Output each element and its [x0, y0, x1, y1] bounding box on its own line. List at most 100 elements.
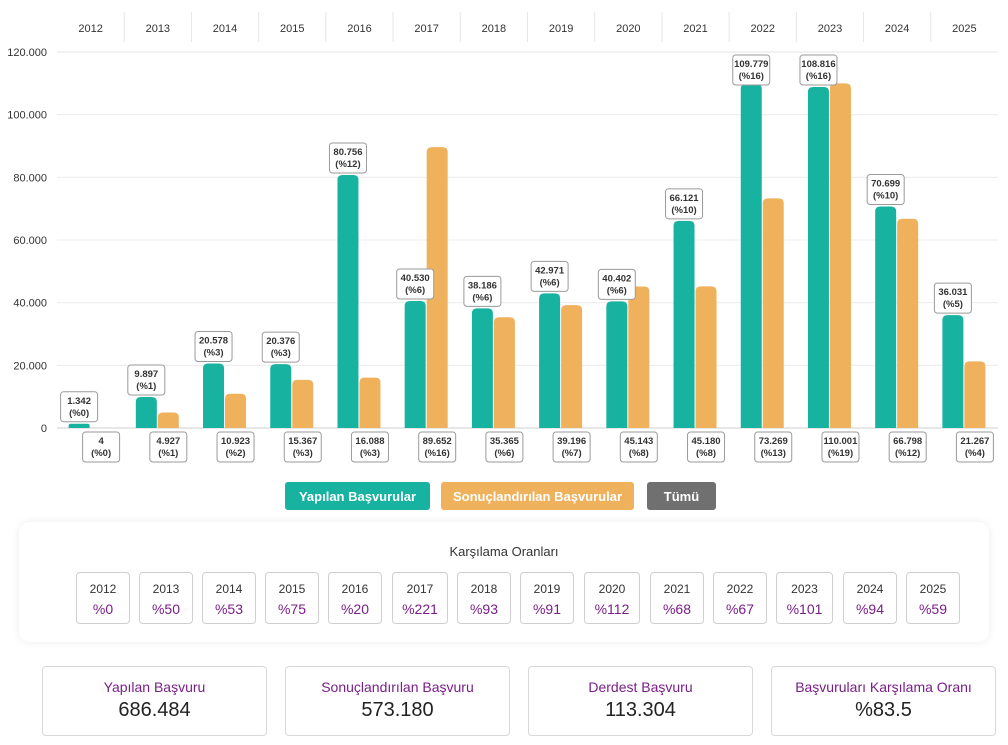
rate-card-2019: 2019 %91	[520, 572, 574, 624]
rate-card-2012: 2012 %0	[76, 572, 130, 624]
legend-sonuclandirilan-button[interactable]: Sonuçlandırılan Başvurular	[441, 482, 634, 510]
data-label-box	[485, 431, 524, 463]
data-label-value: 73.269	[759, 436, 788, 447]
data-label-value: 70.699	[871, 178, 900, 189]
bar-sonuclandirilan	[225, 393, 247, 428]
data-label-value: 16.088	[355, 436, 384, 447]
bar-sonuclandirilan	[762, 198, 784, 428]
data-label-value: 45.143	[624, 436, 653, 447]
data-label-percent: (%6)	[540, 277, 560, 288]
rate-value: %68	[662, 601, 692, 617]
bar-sonuclandirilan	[292, 379, 314, 428]
y-tick-label: 40.000	[13, 298, 47, 310]
data-label-value: 80.756	[333, 147, 362, 158]
bar-yapilan	[807, 87, 829, 428]
data-label-value: 108.816	[801, 59, 835, 70]
stat-label: Sonuçlandırılan Başvuru	[321, 679, 474, 695]
rate-year: 2019	[533, 582, 561, 596]
rate-year: 2025	[919, 582, 947, 596]
x-tick-label: 2019	[549, 23, 573, 35]
legend-yapilan-button[interactable]: Yapılan Başvurular	[285, 482, 430, 510]
bar-sonuclandirilan	[493, 317, 515, 428]
rate-value: %50	[151, 601, 181, 617]
bar-sonuclandirilan	[829, 83, 851, 428]
rate-value: %91	[532, 601, 562, 617]
bar-yapilan	[203, 363, 225, 428]
x-tick-label: 2022	[751, 23, 775, 35]
bar-yapilan	[673, 220, 695, 428]
x-tick-label: 2017	[414, 23, 438, 35]
data-label-percent: (%8)	[696, 448, 716, 459]
data-label-box	[955, 431, 994, 463]
data-label-percent: (%0)	[69, 408, 89, 419]
data-label-percent: (%3)	[360, 448, 380, 459]
data-label-value: 36.031	[938, 287, 968, 298]
data-label-box	[350, 431, 389, 463]
data-label-value: 9.897	[134, 369, 158, 380]
data-label-box	[216, 431, 255, 463]
rate-card-2017: 2017 %221	[392, 572, 448, 624]
data-label-box	[60, 391, 99, 423]
data-label-box	[261, 331, 300, 363]
stat-card-derdest: Derdest Başvuru 113.304	[528, 666, 753, 736]
data-label-value: 66.121	[670, 193, 700, 204]
rate-card-2015: 2015 %75	[265, 572, 319, 624]
stat-value: 573.180	[361, 699, 434, 721]
data-label-value: 4	[98, 436, 104, 447]
x-tick-label: 2015	[280, 23, 304, 35]
rate-card-2025: 2025 %59	[906, 572, 960, 624]
data-label-percent: (%16)	[425, 448, 450, 459]
data-label-percent: (%6)	[494, 448, 514, 459]
x-tick-label: 2024	[885, 23, 909, 35]
data-label-box	[732, 54, 771, 86]
rate-year: 2016	[341, 582, 369, 596]
data-label-value: 40.530	[401, 273, 430, 284]
rate-card-2021: 2021 %68	[650, 572, 704, 624]
bar-sonuclandirilan	[964, 361, 986, 428]
data-label-percent: (%5)	[943, 299, 963, 310]
data-label-percent: (%3)	[293, 448, 313, 459]
data-label-percent: (%12)	[335, 159, 360, 170]
data-label-box	[933, 282, 972, 314]
data-label-box	[396, 268, 435, 300]
rates-title: Karşılama Oranları	[449, 544, 559, 559]
rate-year: 2017	[406, 582, 434, 596]
data-label-box	[194, 331, 233, 363]
rate-year: 2018	[470, 582, 498, 596]
data-label-value: 21.267	[960, 436, 989, 447]
data-label-box	[687, 431, 726, 463]
data-label-value: 4.927	[156, 436, 180, 447]
data-label-box	[866, 173, 905, 205]
data-label-value: 109.779	[734, 59, 768, 70]
data-label-percent: (%0)	[91, 448, 111, 459]
rate-year: 2014	[215, 582, 243, 596]
data-label-box	[328, 142, 367, 174]
data-label-percent: (%8)	[629, 448, 649, 459]
rate-year: 2021	[663, 582, 691, 596]
bar-sonuclandirilan	[426, 147, 448, 428]
rate-value: %53	[214, 601, 244, 617]
y-tick-label: 80.000	[13, 172, 47, 184]
rate-value: %112	[594, 601, 630, 617]
x-tick-label: 2018	[482, 23, 506, 35]
stat-value: %83.5	[855, 699, 912, 721]
rate-value: %67	[725, 601, 755, 617]
data-label-percent: (%7)	[562, 448, 582, 459]
bar-yapilan	[942, 315, 964, 428]
legend-tumu-button[interactable]: Tümü	[647, 482, 716, 510]
data-label-value: 1.342	[67, 396, 91, 407]
bar-yapilan	[135, 396, 157, 428]
data-label-value: 20.376	[266, 336, 295, 347]
data-label-box	[799, 54, 838, 86]
data-label-box	[127, 364, 166, 396]
data-label-percent: (%10)	[671, 205, 696, 216]
y-tick-label: 60.000	[13, 235, 47, 247]
rate-value: %101	[786, 601, 823, 617]
rate-card-2023: 2023 %101	[776, 572, 833, 624]
rate-value: %221	[402, 601, 438, 617]
data-label-box	[149, 431, 188, 463]
bar-sonuclandirilan	[628, 286, 650, 428]
stat-label: Derdest Başvuru	[588, 679, 693, 695]
data-label-percent: (%2)	[226, 448, 246, 459]
rate-year: 2013	[152, 582, 180, 596]
